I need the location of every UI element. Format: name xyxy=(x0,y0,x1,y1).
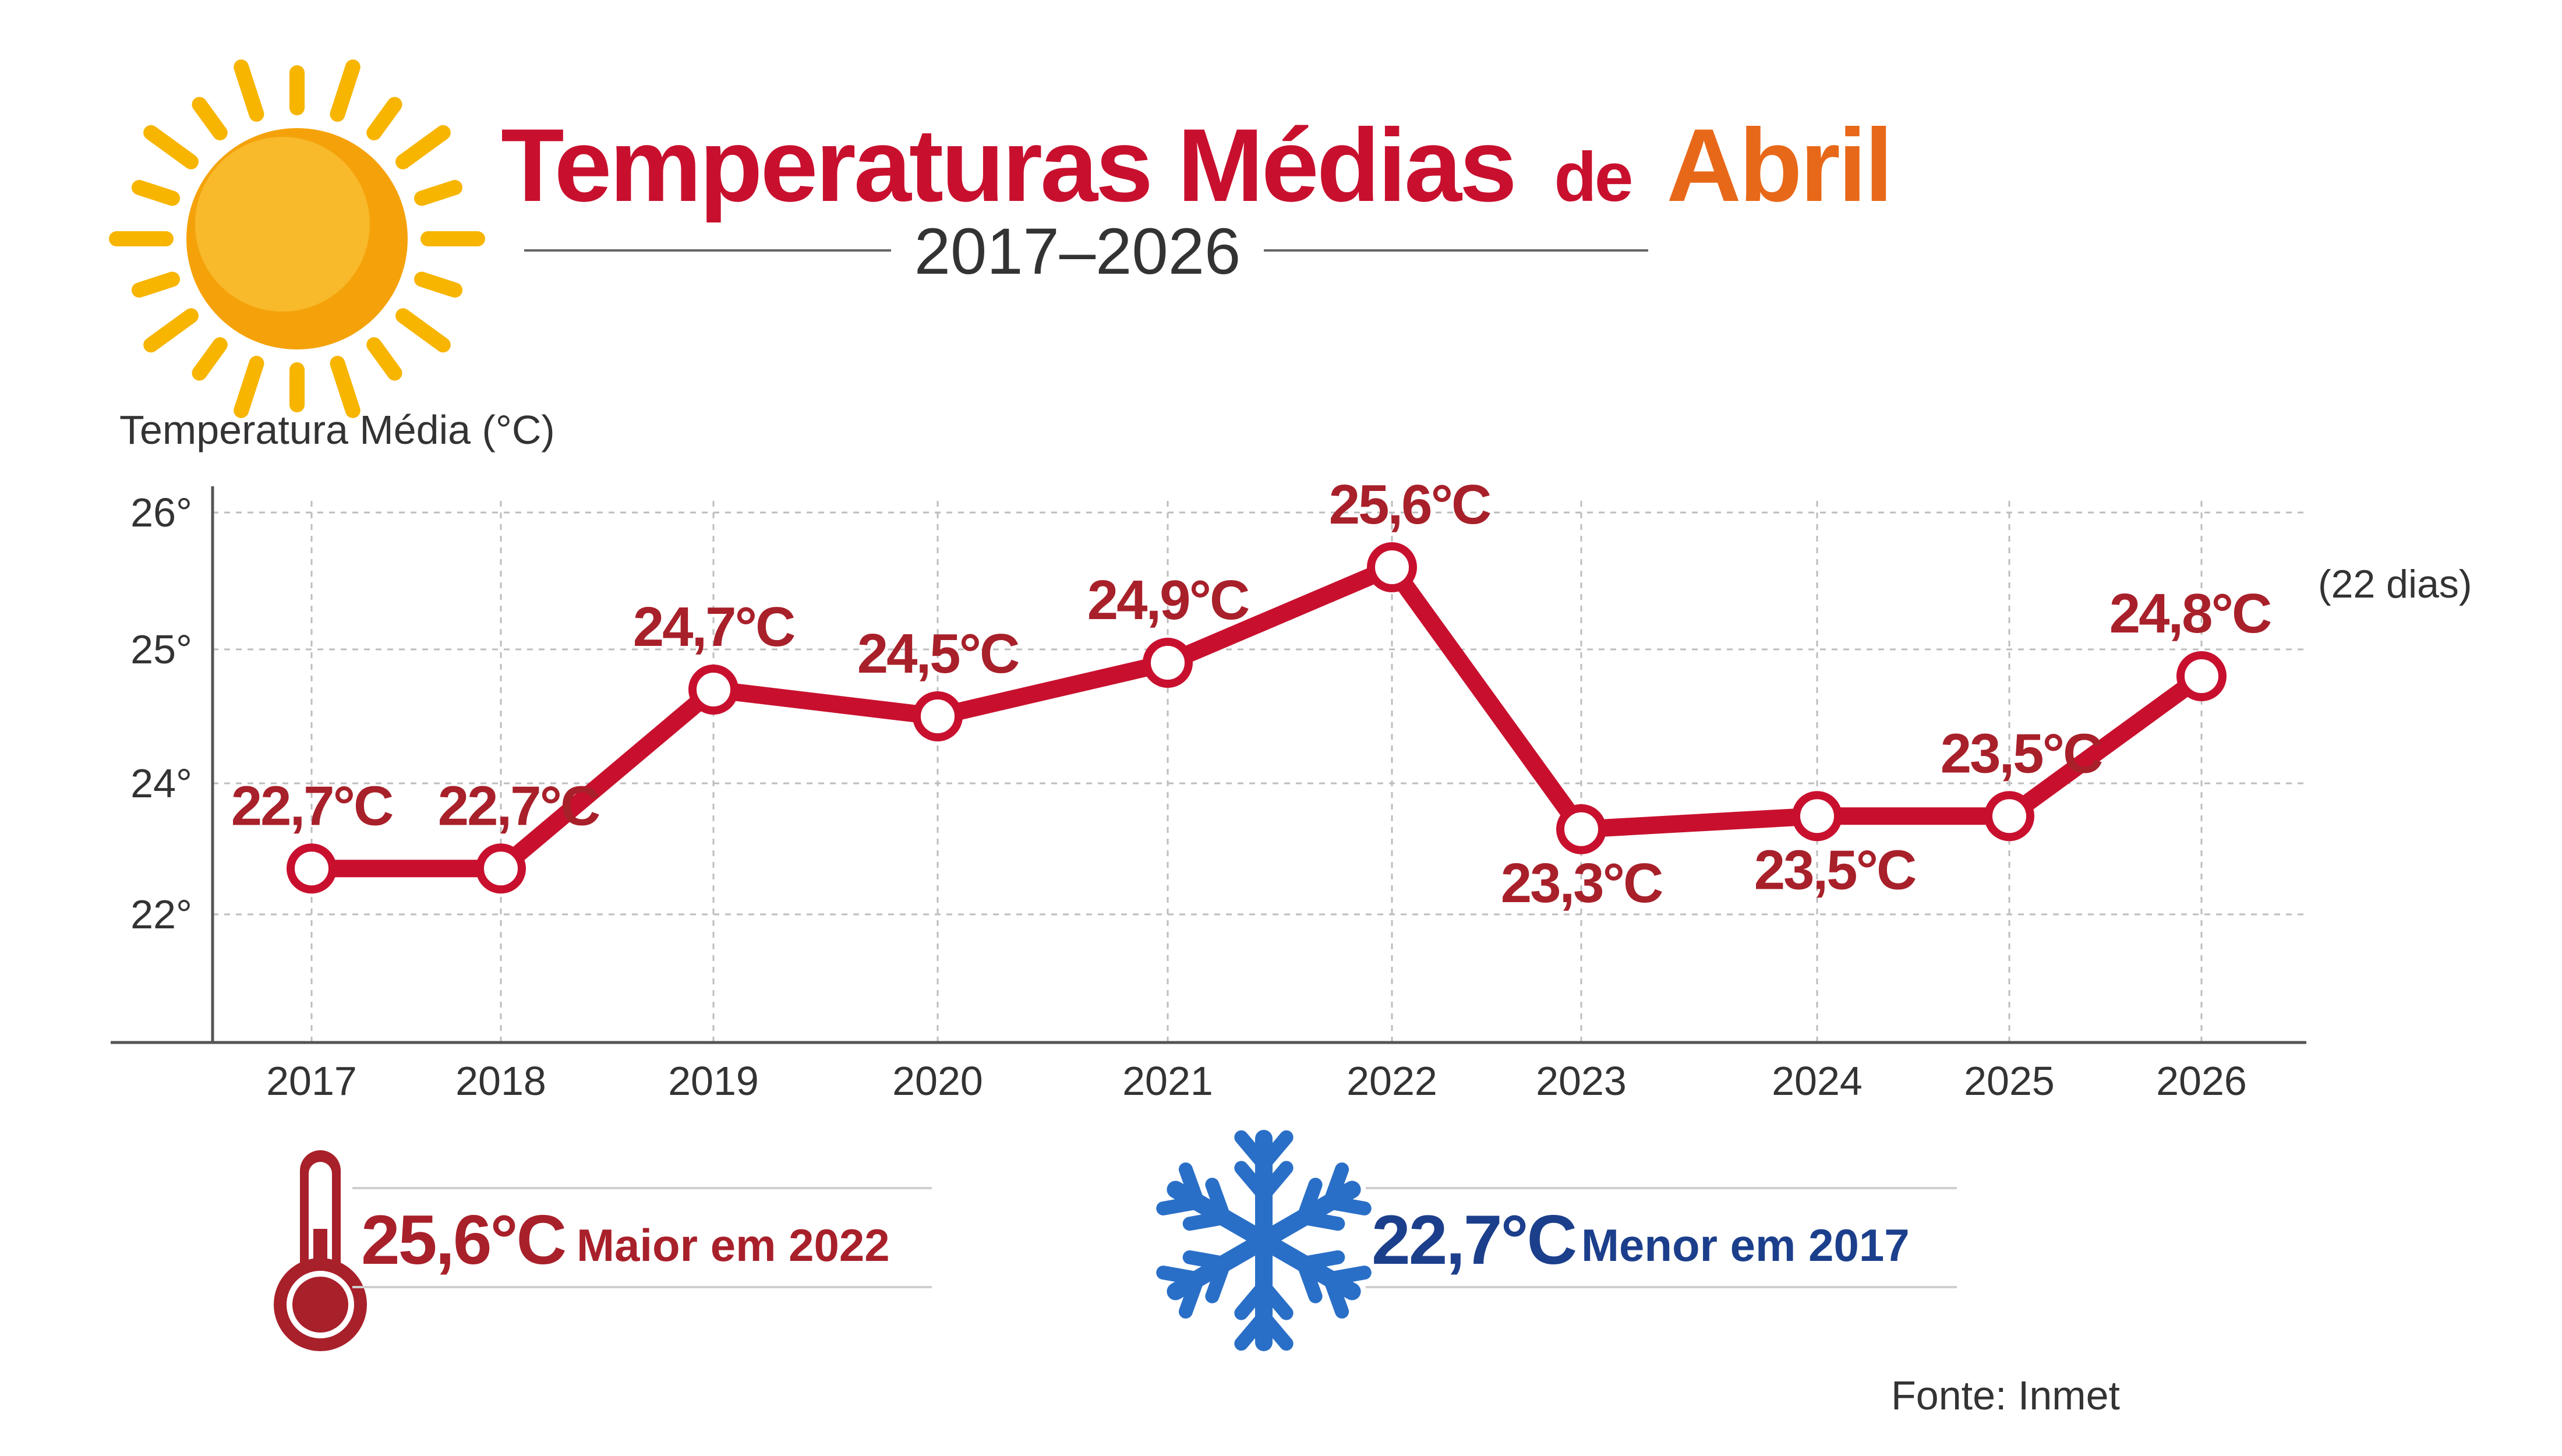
y-axis-label: Temperatura Média (°C) xyxy=(119,407,555,453)
chart-grid xyxy=(213,501,2306,1042)
data-label-2021: 24,9°C xyxy=(1087,569,1249,631)
data-label-2020: 24,5°C xyxy=(857,623,1019,685)
data-point-2018 xyxy=(476,843,526,894)
sun-ray xyxy=(131,271,181,298)
last-point-annotation: (22 dias) xyxy=(2318,562,2472,606)
sun-ray xyxy=(192,97,228,140)
sun-ray xyxy=(192,337,228,381)
y-tick-label-25: 25° xyxy=(130,627,192,672)
y-tick-label-22: 22° xyxy=(130,892,192,937)
data-point-2020 xyxy=(913,691,963,741)
sun-ray xyxy=(234,355,264,418)
min-text: Menor em 2017 xyxy=(1581,1220,1910,1271)
data-label-2017: 22,7°C xyxy=(231,775,393,837)
data-point-2026 xyxy=(2176,651,2227,701)
data-point-2023 xyxy=(1556,804,1606,854)
sun-ray xyxy=(395,308,451,353)
snowflake-branch xyxy=(1257,1161,1294,1202)
data-label-2025: 23,5°C xyxy=(1941,722,2102,784)
data-points xyxy=(287,542,2227,894)
sun-ray xyxy=(330,355,361,418)
sun-ray xyxy=(366,97,402,140)
max-value: 25,6°C xyxy=(361,1201,566,1279)
x-tick-label-2024: 2024 xyxy=(1772,1058,1863,1104)
sun-ray xyxy=(234,59,264,122)
x-tick-label-2019: 2019 xyxy=(668,1058,759,1104)
data-label-2023: 23,3°C xyxy=(1501,852,1662,914)
x-tick-label-2018: 2018 xyxy=(455,1058,546,1104)
data-label-2024: 23,5°C xyxy=(1754,839,1916,901)
data-label-2018: 22,7°C xyxy=(438,775,599,837)
sun-ray xyxy=(395,125,451,169)
sun-ray xyxy=(143,125,199,169)
snowflake-branch xyxy=(1182,1250,1231,1271)
x-tick-label-2020: 2020 xyxy=(892,1058,983,1104)
chart-title: Temperaturas Médias de Abril xyxy=(501,107,1891,223)
x-tick-label-2026: 2026 xyxy=(2156,1058,2247,1104)
snowflake-branch xyxy=(1178,1162,1205,1210)
y-tick-labels: 22° 24° 25° 26° xyxy=(130,490,192,937)
max-summary: 25,6°C Maior em 2022 xyxy=(274,1150,932,1351)
x-tick-label-2017: 2017 xyxy=(266,1058,357,1104)
series-line xyxy=(303,559,2210,878)
snowflake-branch xyxy=(1234,1279,1271,1320)
min-value: 22,7°C xyxy=(1372,1201,1576,1279)
thermometer-icon xyxy=(274,1150,367,1351)
snowflake-branch xyxy=(1156,1266,1205,1286)
snowflake-branch xyxy=(1296,1256,1323,1303)
sun-ray xyxy=(330,59,361,122)
snowflake-branch xyxy=(1323,1195,1372,1215)
snowflake-branch xyxy=(1234,1310,1271,1351)
data-point-2022 xyxy=(1367,542,1417,592)
title-part-3: Abril xyxy=(1666,107,1890,223)
title-part-1: Temperaturas Médias xyxy=(501,107,1515,223)
data-label-2019: 24,7°C xyxy=(633,596,794,658)
sun-ray xyxy=(131,179,181,206)
data-label-2026: 24,8°C xyxy=(2109,582,2271,645)
sun-ray xyxy=(414,179,463,206)
sun-highlight xyxy=(195,137,370,312)
sun-ray xyxy=(366,337,402,381)
data-point-2017 xyxy=(287,843,337,894)
x-tick-label-2025: 2025 xyxy=(1964,1058,2055,1104)
data-labels: 22,7°C 22,7°C 24,7°C 24,5°C 24,9°C 25,6°C 23,3… xyxy=(231,473,2273,914)
chart-subtitle: 2017–2026 xyxy=(914,215,1241,288)
data-point-2025 xyxy=(1984,791,2034,842)
sun-icon xyxy=(109,59,485,418)
y-tick-label-26: 26° xyxy=(130,490,192,535)
title-part-2: de xyxy=(1554,138,1631,216)
min-summary: 22,7°C Menor em 2017 xyxy=(1156,1130,1957,1351)
x-tick-label-2021: 2021 xyxy=(1122,1058,1213,1104)
snowflake-branch xyxy=(1323,1271,1349,1319)
snowflake-branch xyxy=(1296,1210,1345,1231)
snowflake-icon xyxy=(1156,1130,1372,1351)
snowflake-branch xyxy=(1257,1130,1294,1171)
sun-ray xyxy=(143,308,199,353)
x-tick-labels: 2017 2018 2019 2020 2021 2022 2023 2024 2025 2026 xyxy=(266,1058,2247,1104)
x-tick-label-2023: 2023 xyxy=(1536,1058,1627,1104)
snowflake-hub xyxy=(1246,1223,1281,1258)
max-text: Maior em 2022 xyxy=(577,1220,890,1271)
y-tick-label-24: 24° xyxy=(130,761,192,806)
snowflake-branch xyxy=(1205,1178,1231,1225)
chart-axes xyxy=(111,486,2306,1044)
data-label-2022: 25,6°C xyxy=(1329,473,1490,536)
data-point-2021 xyxy=(1143,638,1193,688)
source-note: Fonte: Inmet xyxy=(1891,1373,2120,1418)
data-point-2024 xyxy=(1792,791,1842,842)
data-point-2019 xyxy=(688,665,738,715)
sun-ray xyxy=(414,271,463,298)
x-tick-label-2022: 2022 xyxy=(1347,1058,1437,1104)
